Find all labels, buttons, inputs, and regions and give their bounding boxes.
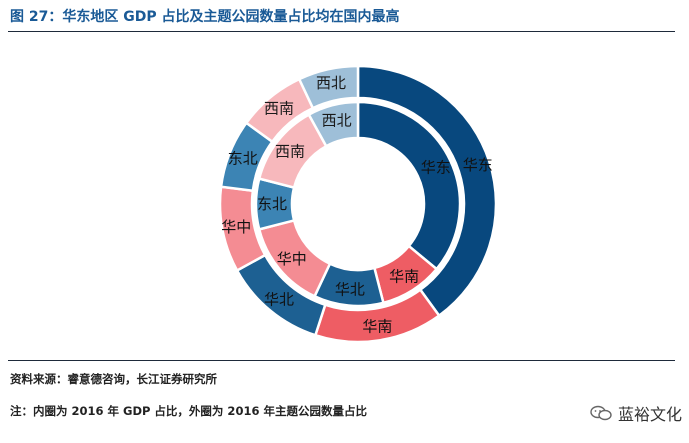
outer-label-4: 东北 — [228, 149, 258, 167]
outer-label-3: 华中 — [221, 218, 251, 236]
outer-label-0: 华东 — [463, 156, 493, 174]
watermark: 蓝裕文化 — [590, 401, 682, 425]
wechat-icon — [590, 405, 612, 421]
bottom-rule — [8, 360, 675, 361]
outer-slice-6 — [297, 64, 360, 110]
outer-ring-gdp-parks — [218, 64, 498, 344]
inner-label-3: 华中 — [277, 250, 307, 268]
inner-label-0: 华东 — [421, 158, 451, 176]
inner-label-2: 华北 — [335, 281, 365, 299]
inner-label-6: 西北 — [322, 112, 352, 130]
watermark-text: 蓝裕文化 — [618, 405, 683, 424]
footnote: 注：内圈为 2016 年 GDP 占比，外圈为 2016 年主题公园数量占比 — [10, 404, 367, 418]
inner-label-4: 东北 — [257, 195, 287, 213]
outer-label-6: 西北 — [316, 74, 346, 92]
inner-slice-0 — [356, 100, 462, 271]
inner-ring-gdp — [254, 100, 462, 308]
source-note: 资料来源：睿意德咨询，长江证券研究所 — [10, 372, 217, 386]
outer-label-1: 华南 — [362, 318, 392, 336]
inner-label-5: 西南 — [275, 142, 305, 160]
inner-label-1: 华南 — [389, 268, 419, 286]
inner-slice-6 — [307, 100, 360, 148]
outer-label-5: 西南 — [264, 100, 294, 118]
chart-title: 图 27：华东地区 GDP 占比及主题公园数量占比均在国内最高 — [10, 9, 400, 25]
top-rule — [8, 31, 675, 32]
outer-label-2: 华北 — [264, 291, 294, 309]
